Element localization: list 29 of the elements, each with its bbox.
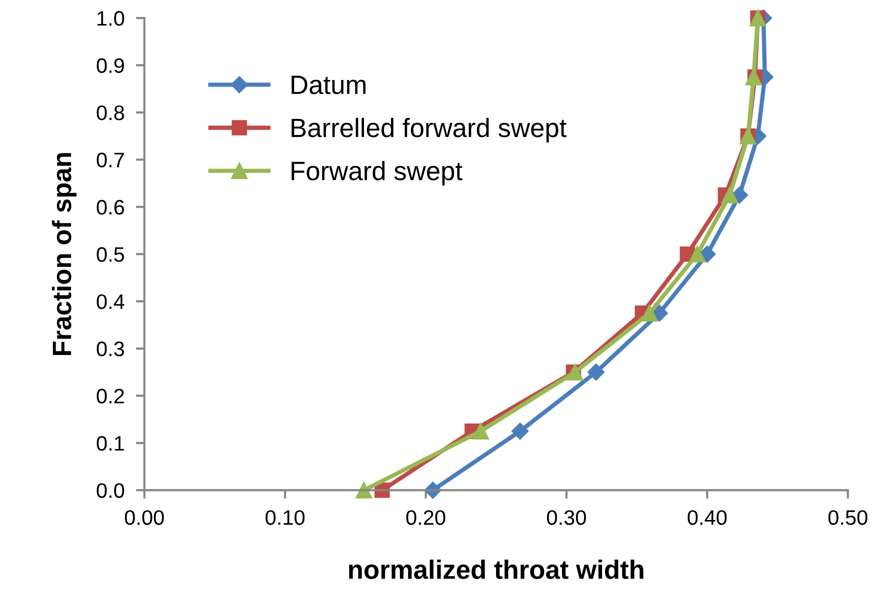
- y-tick-label: 0.1: [96, 436, 124, 451]
- y-tick-label: 0.5: [96, 247, 124, 262]
- y-tick-label: 0.3: [96, 342, 124, 356]
- y-axis-title: Fraction of span: [52, 153, 77, 355]
- y-tick-label: 0.7: [96, 152, 124, 168]
- point: [641, 304, 658, 322]
- point: [721, 186, 738, 204]
- point: [356, 482, 372, 499]
- point: [472, 422, 489, 440]
- y-tick-label: 0.6: [96, 200, 124, 215]
- x-axis-title: normalized throat width: [349, 560, 644, 580]
- y-tick-label: 0.9: [96, 58, 124, 73]
- legend-label: Barrelled forward swept: [292, 118, 567, 142]
- legend-label: Forward swept: [292, 160, 462, 186]
- y-tick-label: 0.0: [96, 483, 124, 498]
- point: [688, 246, 706, 262]
- x-tick-label: 0.10: [266, 510, 305, 525]
- x-tick-label: 0.50: [828, 510, 868, 525]
- legend-label: Datum: [292, 76, 366, 94]
- y-tick-label: 0.8: [96, 105, 124, 120]
- point: [511, 422, 529, 440]
- x-tick-label: 0.30: [547, 510, 586, 525]
- x-tick-label: 0.20: [406, 510, 446, 525]
- y-tick-label: 0.4: [96, 294, 124, 310]
- y-tick-label: 1.0: [98, 11, 124, 26]
- x-tick-label: 0.00: [124, 510, 164, 525]
- x-tick-label: 0.40: [688, 510, 727, 525]
- point: [587, 364, 605, 381]
- y-tick-label: 0.2: [96, 388, 124, 404]
